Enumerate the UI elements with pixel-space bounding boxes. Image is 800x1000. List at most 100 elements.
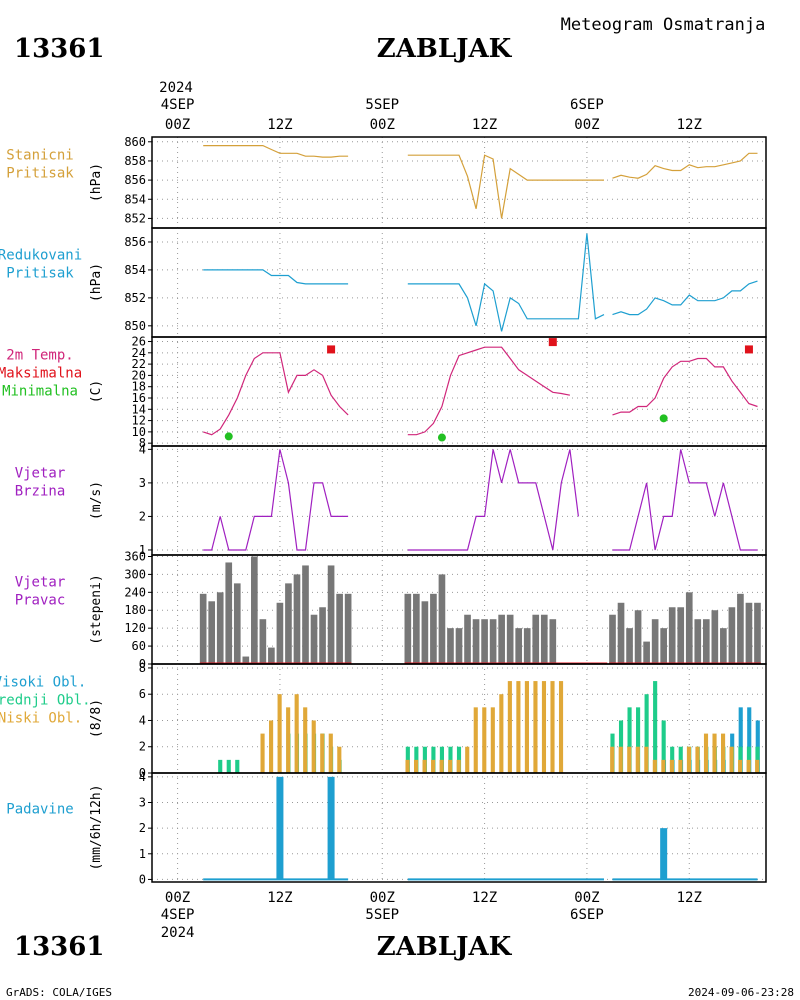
y-tick-label: 4 [139,713,146,727]
low-cloud-bar [738,759,743,773]
y-tick-label: 3 [139,795,146,809]
direction-bar [199,593,207,664]
direction-bar [208,601,216,664]
max-temp-marker [327,345,336,354]
direction-bar [481,619,488,664]
panel-label: 2m Temp. [6,348,73,364]
footer-credit: GrADS: COLA/IGES [6,986,112,999]
low-cloud-bar [294,694,299,773]
direction-bar [515,628,523,664]
day-label: 5SEP [365,907,399,923]
y-axis-label: (8/8) [89,699,104,738]
day-label: 6SEP [570,97,604,113]
y-tick-label: 1 [139,847,146,861]
low-cloud-bar [755,759,760,773]
panel-label: Vjetar [15,466,66,482]
y-tick-label: 860 [124,135,146,149]
panel-wind_speed: 1 2 3 4 (m/s) Vjetar Brzina [15,442,767,557]
y-tick-label: 300 [124,567,146,581]
direction-bar [421,601,429,664]
direction-bar [302,565,309,664]
mid-cloud-bar [456,746,462,773]
y-tick-label: 0 [139,766,146,780]
y-tick-label: 60 [132,639,146,653]
direction-bar [447,628,454,664]
direction-bar [413,593,420,664]
direction-bar [216,592,224,664]
low-cloud-bar [720,733,726,773]
direction-bar [268,647,275,664]
low-cloud-bar [550,681,555,773]
low-cloud-bar [695,746,700,773]
low-cloud-bar [439,759,444,773]
series-line [203,145,349,158]
time-tick-label: 00Z [574,117,599,133]
mid-cloud-bar [670,746,675,773]
direction-bar [720,628,727,664]
low-cloud-bar [448,759,453,773]
low-cloud-bar [729,746,734,773]
y-tick-label: 14 [132,402,146,416]
y-tick-label: 856 [124,235,146,249]
time-tick-label: 00Z [370,117,395,133]
time-tick-label: 12Z [472,117,497,133]
direction-bar [523,628,531,664]
direction-bar [677,607,685,664]
panel-cloud_cover: 0 2 4 6 8 (8/8)Visoki Obl. Srednji Obl. Niski O… [0,661,767,780]
y-tick-label: 852 [124,291,146,305]
direction-bar [430,593,437,664]
panel-label: Vjetar [15,575,66,591]
y-tick-label: 0 [139,872,146,886]
low-cloud-bar [320,733,325,773]
mid-cloud-bar [431,746,436,773]
panel-precipitation: 0 1 2 3 4 (mm/6h/12h) Padavine [6,770,767,886]
low-cloud-bar [311,720,316,773]
y-tick-label: 856 [124,173,146,187]
y-tick-label: 120 [124,621,146,635]
series-line [203,269,349,285]
direction-bar [651,619,659,664]
y-tick-label: 2 [139,509,146,523]
time-tick-label: 12Z [267,117,292,133]
direction-bar [489,619,497,664]
max-temp-marker [548,338,557,347]
low-cloud-bar [652,759,657,773]
direction-bar [540,614,548,664]
y-tick-label: 2 [139,740,146,754]
low-cloud-bar [678,759,683,773]
direction-bar [404,593,412,664]
y-tick-label: 3 [139,476,146,490]
y-tick-label: 360 [124,549,146,563]
direction-bar [276,602,284,664]
panel-reduced_pressure: 850 852 854 856 (hPa) Redukovani Pritisak [0,227,767,338]
min-temp-marker [437,433,446,442]
direction-bar [668,607,676,664]
y-tick-label: 852 [124,211,146,225]
top-time-axis: 00Z 12Z 00Z 12Z 00Z 12Z 4SEP 5SEP 6SEP [161,97,702,133]
y-axis-label: (hPa) [89,163,104,202]
direction-bar [285,583,292,664]
low-cloud-bar [533,681,538,773]
direction-bar [327,565,335,664]
mid-cloud-bar [738,746,743,773]
low-cloud-bar [473,707,478,773]
time-tick-label: 12Z [267,890,292,906]
time-tick-label: 00Z [165,890,190,906]
y-tick-label: 4 [139,442,146,456]
year-label: 2024 [161,925,195,941]
precip-bar [276,776,284,880]
min-temp-marker [224,432,233,441]
y-tick-label: 0 [139,657,146,671]
series-line [612,152,758,179]
mid-cloud-bar [439,746,445,773]
panel-frame [151,136,767,229]
direction-bar [251,556,258,664]
direction-bar [617,602,625,664]
low-cloud-bar [303,707,308,773]
low-cloud-bar [627,746,632,773]
low-cloud-bar [277,694,282,773]
precip-bar [660,828,668,880]
direction-bar [643,641,650,664]
low-cloud-bar [482,707,487,773]
y-axis-label: (m/s) [89,481,104,520]
